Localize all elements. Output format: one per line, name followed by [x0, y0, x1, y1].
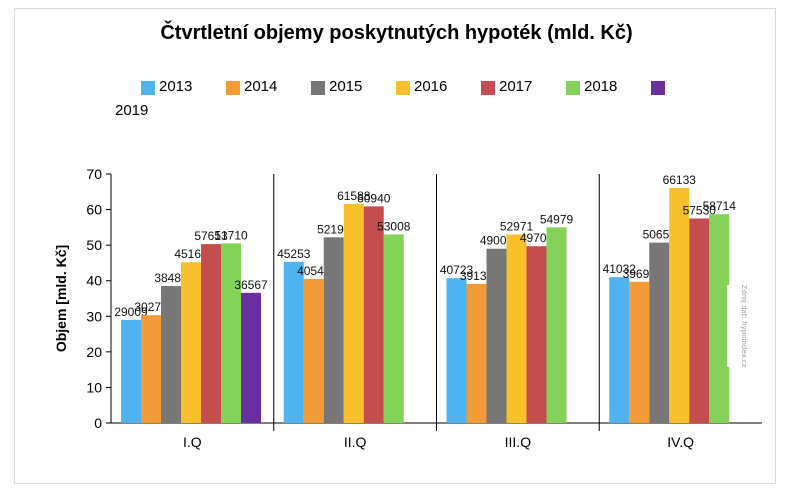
bar-2015-II.Q	[323, 237, 344, 423]
legend-item-2019: 2019	[115, 78, 731, 119]
data-label: 30279	[134, 300, 168, 314]
bar-2016-III.Q	[506, 234, 527, 423]
data-label: 54979	[540, 212, 574, 226]
data-label: 40542	[297, 264, 331, 278]
bar-2013-I.Q	[121, 319, 141, 423]
data-label: 57613	[194, 229, 228, 243]
bar-2015-I.Q	[161, 286, 181, 423]
data-label: 40723	[440, 263, 474, 277]
y-tick-label: 70	[86, 166, 102, 182]
x-tick-label: I.Q	[183, 434, 202, 450]
x-tick-label: IV.Q	[667, 434, 694, 450]
bar-2013-II.Q	[283, 261, 304, 423]
y-tick-label: 30	[86, 308, 102, 324]
source-note-box	[727, 285, 757, 367]
data-label: 57530	[683, 203, 717, 217]
bar-2014-I.Q	[141, 315, 161, 423]
legend-item-2015: 2015	[311, 78, 391, 96]
bar-2017-III.Q	[526, 246, 547, 423]
bar-2014-III.Q	[466, 283, 487, 423]
bar-2015-IV.Q	[649, 242, 670, 423]
legend-swatch	[396, 81, 410, 95]
y-tick-label: 0	[94, 415, 102, 431]
legend-swatch	[651, 81, 665, 95]
legend-swatch	[141, 81, 155, 95]
data-label: 41032	[603, 262, 637, 276]
legend-swatch	[481, 81, 495, 95]
y-tick-label: 60	[86, 202, 102, 218]
data-label: 39138	[460, 269, 494, 283]
data-label: 52196	[317, 222, 351, 236]
bar-2017-I.Q	[201, 244, 221, 423]
bar-2013-III.Q	[446, 278, 467, 423]
data-label: 38489	[154, 271, 188, 285]
data-label: 66133	[663, 173, 697, 187]
bar-2014-II.Q	[303, 278, 324, 423]
data-label: 52971	[500, 219, 534, 233]
legend-label: 2018	[584, 78, 618, 95]
data-label: 58714	[703, 199, 737, 213]
data-label: 61588	[337, 189, 371, 203]
bar-2015-III.Q	[486, 248, 507, 423]
bar-2013-IV.Q	[609, 277, 630, 423]
bar-2019-I.Q	[241, 292, 261, 423]
legend-item-2013: 2013	[141, 78, 221, 96]
y-tick-label: 10	[86, 379, 102, 395]
legend-label: 2014	[244, 78, 278, 95]
data-label: 49009	[480, 234, 514, 248]
bar-2018-IV.Q	[709, 214, 730, 423]
data-label: 53008	[377, 219, 411, 233]
legend-label: 2015	[329, 78, 363, 95]
bar-2016-IV.Q	[669, 187, 690, 423]
data-label: 39697	[623, 267, 657, 281]
data-label: 60940	[357, 191, 391, 205]
bar-2014-IV.Q	[629, 281, 650, 423]
y-tick-label: 20	[86, 344, 102, 360]
data-label: 36567	[234, 278, 268, 292]
data-label: 50654	[643, 228, 677, 242]
legend-label: 2017	[499, 78, 533, 95]
legend-item-2018: 2018	[566, 78, 646, 96]
bar-2017-II.Q	[363, 206, 384, 423]
data-label: 45167	[174, 247, 208, 261]
legend-swatch	[226, 81, 240, 95]
legend-item-2017: 2017	[481, 78, 561, 96]
source-note: Zdroj dat: hypoindex.cz	[740, 285, 748, 368]
x-tick-label: III.Q	[505, 434, 532, 450]
legend-item-2016: 2016	[396, 78, 476, 96]
legend-swatch	[566, 81, 580, 95]
bar-2018-I.Q	[221, 243, 241, 423]
bar-2016-II.Q	[343, 203, 364, 423]
x-tick-label: II.Q	[344, 434, 367, 450]
data-label: 51710	[214, 228, 248, 242]
y-tick-label: 40	[86, 273, 102, 289]
data-label: 45253	[277, 247, 311, 261]
data-label: 29009	[114, 305, 148, 319]
y-tick-label: 50	[86, 237, 102, 253]
y-axis-title: Objem [mld. Kč]	[53, 245, 69, 352]
legend-label: 2016	[414, 78, 448, 95]
chart-title: Čtvrtletní objemy poskytnutých hypoték (…	[160, 22, 633, 44]
bar-2018-II.Q	[383, 234, 404, 423]
bar-2016-I.Q	[181, 262, 201, 423]
legend-item-2014: 2014	[226, 78, 306, 96]
data-label: 49707	[520, 231, 554, 245]
legend-label: 2019	[115, 102, 149, 119]
legend-swatch	[311, 81, 325, 95]
bar-2017-IV.Q	[689, 218, 710, 423]
legend-label: 2013	[159, 78, 193, 95]
bar-2018-III.Q	[546, 227, 567, 423]
